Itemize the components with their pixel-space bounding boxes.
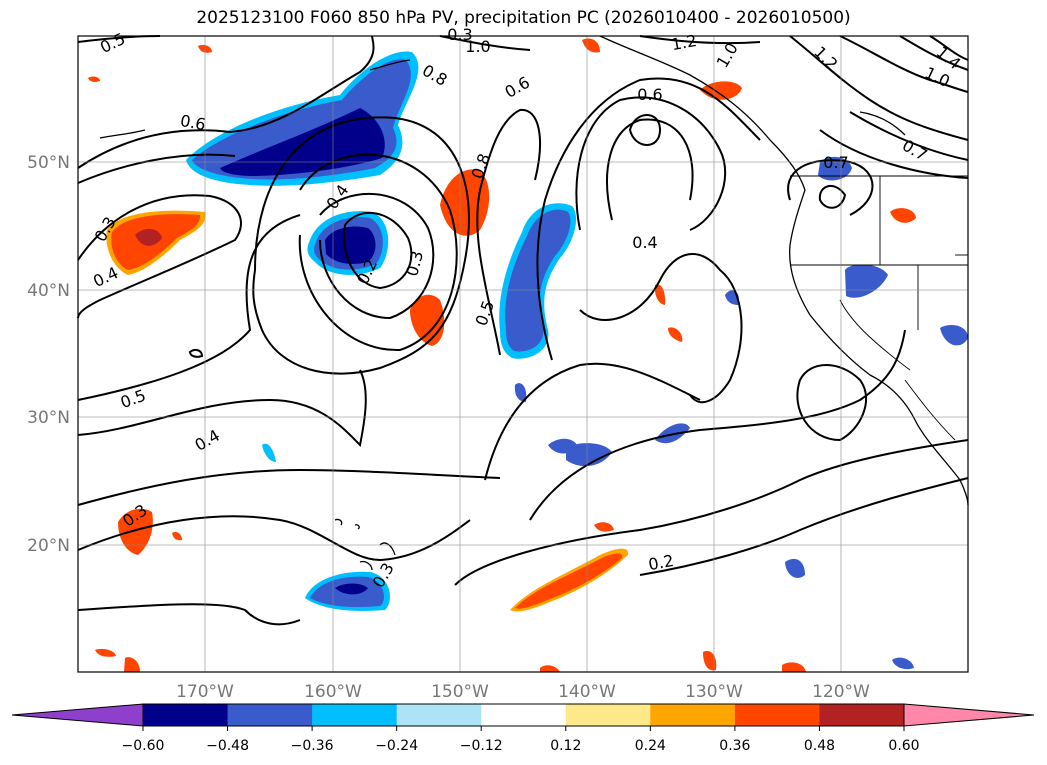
contour-label: 0.4	[191, 426, 223, 455]
colorbar-segment	[565, 704, 651, 726]
lon-tick-labels: 170°W 160°W 150°W 140°W 130°W 120°W	[176, 682, 870, 702]
colorbar-tick-label: −0.60	[122, 738, 165, 754]
lat-tick-label: 20°N	[27, 536, 70, 556]
lon-tick-label: 120°W	[812, 682, 870, 702]
lon-tick-label: 130°W	[685, 682, 743, 702]
contour-label: 0.4	[90, 263, 121, 291]
lon-tick-label: 160°W	[304, 682, 362, 702]
colorbar-tick-label: −0.12	[460, 738, 503, 754]
lat-tick-labels: 50°N 40°N 30°N 20°N	[27, 153, 70, 556]
colorbar-extend-high	[903, 703, 1035, 727]
colorbar-segment	[650, 704, 736, 726]
colorbar-segment	[396, 704, 482, 726]
colorbar-segment	[227, 704, 313, 726]
colorbar	[11, 703, 1035, 727]
colorbar-tick-label: 0.36	[719, 738, 750, 754]
colorbar-outline	[142, 703, 905, 727]
colorbar-tick-labels: −0.60 −0.48 −0.36 −0.24 −0.12 0.12 0.24 0.36 0.4…	[122, 726, 920, 754]
contour-label: 1.2	[670, 31, 698, 54]
colorbar-tick-label: 0.12	[550, 738, 581, 754]
colorbar-tick-label: −0.48	[206, 738, 249, 754]
lat-tick-label: 40°N	[27, 281, 70, 301]
coastlines	[99, 35, 969, 571]
pv-contours	[77, 35, 969, 626]
colorbar-segment	[143, 704, 229, 726]
contour-label: 0.8	[419, 61, 451, 90]
colorbar-tick-label: 0.60	[888, 738, 919, 754]
contour-label: 0.2	[647, 551, 675, 574]
colorbar-tick-label: 0.24	[635, 738, 666, 754]
contour-label: 0.3	[402, 249, 427, 279]
precip-fields	[88, 38, 968, 672]
contour-label: 0.6	[179, 111, 207, 134]
contour-label: 0.6	[637, 85, 662, 104]
contour-label: 1.0	[713, 39, 742, 71]
contour-label: 0.6	[501, 73, 533, 102]
lat-tick-label: 50°N	[27, 153, 70, 173]
colorbar-tick-label: −0.36	[291, 738, 334, 754]
colorbar-tick-label: −0.24	[375, 738, 418, 754]
colorbar-segment	[819, 704, 905, 726]
colorbar-segment	[312, 704, 398, 726]
borders	[790, 175, 968, 441]
contour-label: 0.3	[447, 25, 472, 44]
colorbar-tick-label: 0.48	[804, 738, 835, 754]
colorbar-segment	[734, 704, 820, 726]
map-title: 2025123100 F060 850 hPa PV, precipitatio…	[196, 8, 851, 28]
lon-tick-label: 140°W	[558, 682, 616, 702]
contour-label: 0.4	[632, 233, 657, 252]
map-frame	[77, 35, 969, 673]
graticule	[78, 36, 968, 672]
lat-tick-label: 30°N	[27, 408, 70, 428]
contour-label: 1.2	[810, 42, 841, 73]
contour-label: 1.0	[465, 37, 490, 56]
colorbar-segment	[481, 704, 567, 726]
lon-tick-label: 150°W	[431, 682, 489, 702]
contour-label: 0.5	[97, 29, 128, 57]
contour-label: 0.7	[823, 153, 848, 172]
colorbar-extend-low	[11, 703, 144, 727]
lon-tick-label: 170°W	[176, 682, 234, 702]
